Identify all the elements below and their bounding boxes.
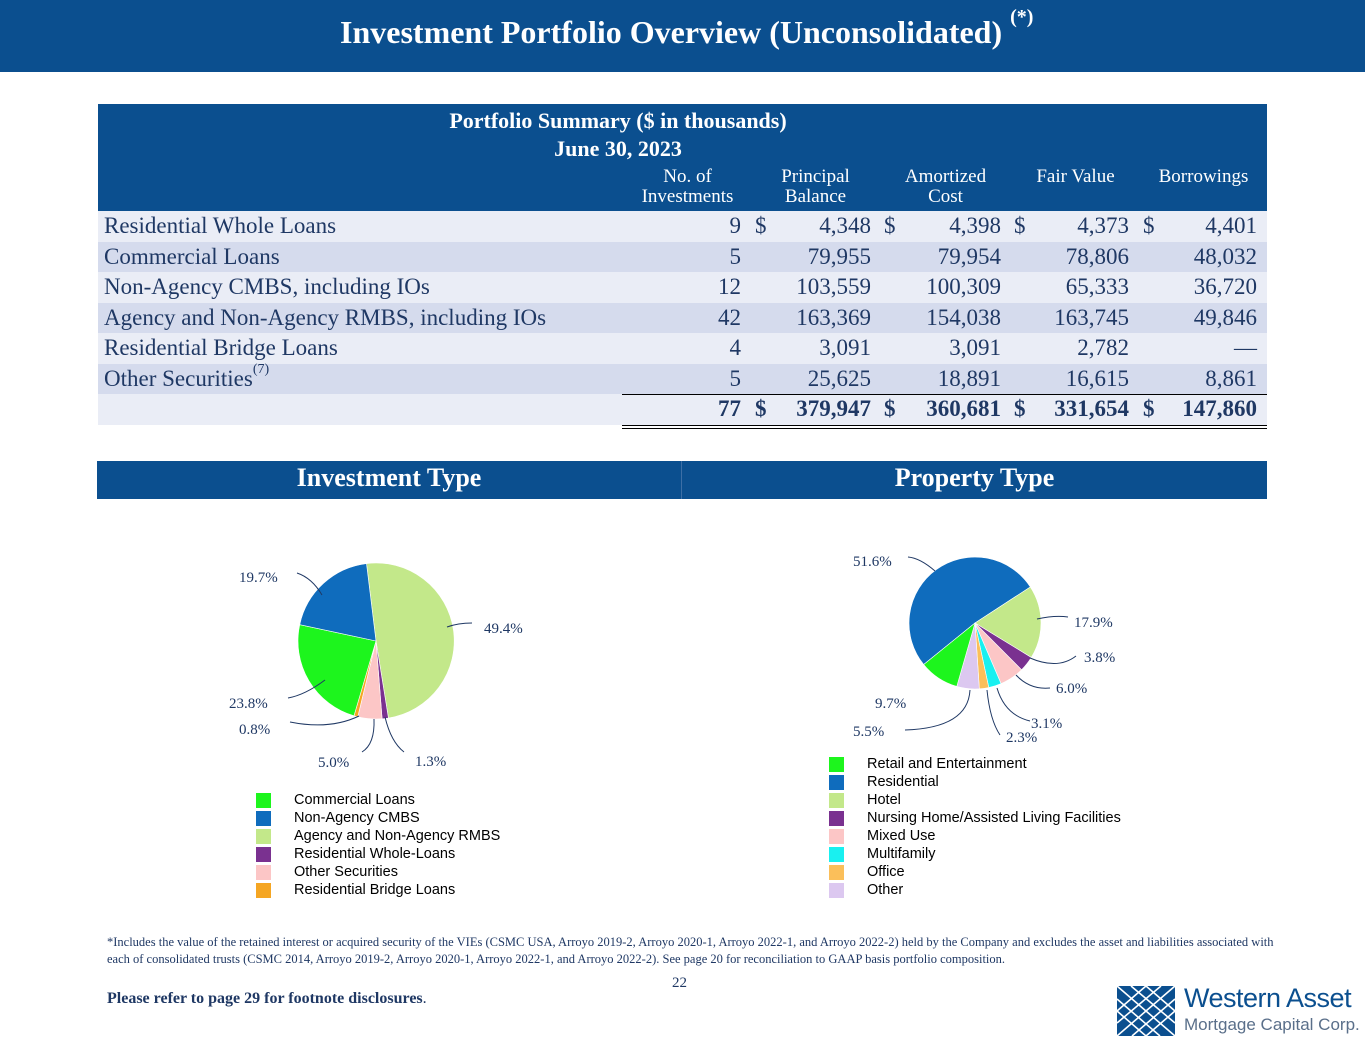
section-header-bar: Investment Type Property Type xyxy=(97,461,1267,499)
legend-swatch xyxy=(829,847,844,862)
table-row: Non-Agency CMBS, including IOs 12 103,55… xyxy=(98,272,1267,303)
col-header-fair-value: Fair Value xyxy=(1036,166,1115,187)
legend-swatch xyxy=(829,775,844,790)
pie1-pct-label: 6.0% xyxy=(1056,681,1087,697)
company-logo: Western Asset Mortgage Capital Corp. xyxy=(1116,983,1360,1037)
pie-slice-residential xyxy=(908,556,1031,665)
table-date: June 30, 2023 xyxy=(554,136,682,161)
pie0-pct-label: 1.3% xyxy=(415,754,446,770)
table-row: Residential Whole Loans 9 $4,348 $4,398 … xyxy=(98,211,1267,242)
pie-slice-non-agency-cmbs xyxy=(299,563,377,642)
footnote: *Includes the value of the retained inte… xyxy=(107,935,1274,966)
col-header-amortized: Amortized Cost xyxy=(904,166,987,207)
pie0-pct-label: 23.8% xyxy=(229,696,268,712)
page-title: Investment Portfolio Overview (Unconsoli… xyxy=(340,6,1034,50)
pie-slice-agency-and-non-agency-rmbs xyxy=(366,562,455,719)
table-total-row: 77 $379,947 $360,681 $331,654 $147,860 xyxy=(98,394,1267,429)
legend-swatch xyxy=(256,811,271,826)
section-investment-type: Investment Type xyxy=(296,463,482,492)
col-header-borrowings: Borrowings xyxy=(1158,166,1249,187)
legend-swatch xyxy=(829,865,844,880)
legend-swatch xyxy=(256,883,271,898)
pie1-pct-label: 17.9% xyxy=(1074,615,1113,631)
table-header: Portfolio Summary ($ in thousands) June … xyxy=(98,104,1267,211)
table-row: Agency and Non-Agency RMBS, including IO… xyxy=(98,302,1267,333)
footnote-reference: Please refer to page 29 for footnote dis… xyxy=(107,990,427,1007)
pie1-pct-label: 5.5% xyxy=(853,724,884,740)
col-header-investments: No. of Investments xyxy=(641,166,734,207)
legend-swatch xyxy=(829,793,844,808)
logo-mark-icon xyxy=(1116,985,1176,1037)
pie-slice-commercial-loans xyxy=(297,624,377,717)
table-title: Portfolio Summary ($ in thousands) xyxy=(449,108,787,133)
pie0-pct-label: 19.7% xyxy=(239,570,278,586)
title-bar: Investment Portfolio Overview (Unconsoli… xyxy=(0,0,1365,72)
col-header-principal: Principal Balance xyxy=(781,166,850,207)
pie0-pct-label: 5.0% xyxy=(318,755,349,771)
pie-slice-hotel xyxy=(974,586,1042,658)
table-row: Other Securities(7) 5 25,625 18,891 16,6… xyxy=(98,362,1267,394)
legend-swatch xyxy=(829,757,844,772)
pie1-pct-label: 2.3% xyxy=(1006,730,1037,746)
page-number: 22 xyxy=(672,975,687,991)
pie-slice-retail-and-entertainment xyxy=(923,622,976,687)
table-row: Residential Bridge Loans 4 3,091 3,091 2… xyxy=(98,333,1267,364)
pie1-pct-label: 3.8% xyxy=(1084,650,1115,666)
pie0-pct-label: 49.4% xyxy=(484,621,523,637)
legend-swatch xyxy=(829,883,844,898)
pie1-pct-label: 51.6% xyxy=(853,554,892,570)
pie1-pct-label: 3.1% xyxy=(1031,716,1062,732)
legend-swatch xyxy=(256,793,271,808)
pie0-pct-label: 0.8% xyxy=(239,722,270,738)
section-property-type: Property Type xyxy=(894,463,1055,492)
legend-swatch xyxy=(256,829,271,844)
legend-swatch xyxy=(256,865,271,880)
legend-swatch xyxy=(829,811,844,826)
pie1-pct-label: 9.7% xyxy=(875,696,906,712)
portfolio-summary-table: Portfolio Summary ($ in thousands) June … xyxy=(98,104,1267,429)
legend-swatch xyxy=(829,829,844,844)
legend-swatch xyxy=(256,847,271,862)
table-row: Commercial Loans 5 79,955 79,954 78,806 … xyxy=(98,241,1267,272)
